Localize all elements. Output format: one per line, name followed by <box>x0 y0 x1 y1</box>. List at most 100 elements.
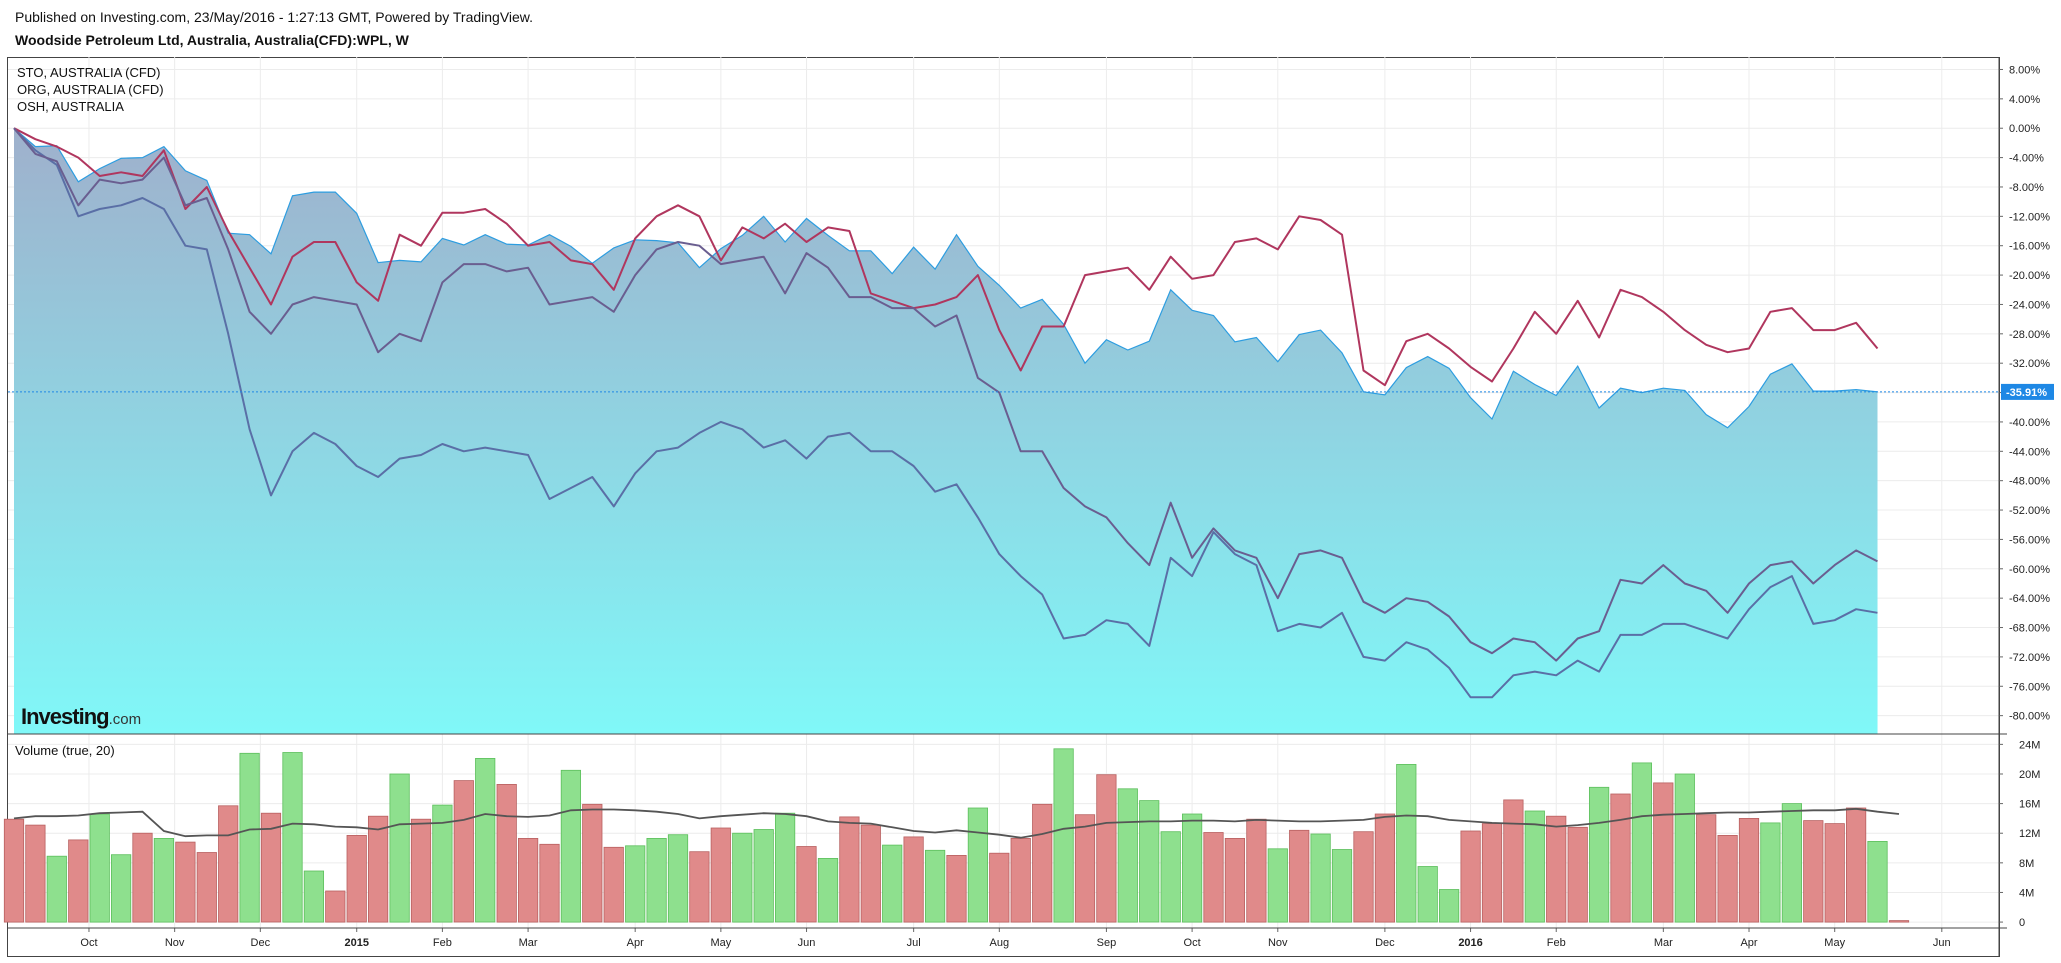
volume-bar <box>1738 818 1760 923</box>
x-tick-label: Aug <box>990 937 1010 949</box>
volume-bar <box>46 855 67 923</box>
volume-bar <box>1781 803 1802 923</box>
volume-bar <box>1396 764 1417 923</box>
volume-bar <box>218 805 239 923</box>
volume-bar <box>667 834 689 923</box>
volume-bar <box>646 838 667 923</box>
volume-bar <box>1546 815 1567 923</box>
volume-bar <box>1503 799 1524 923</box>
volume-bar <box>1417 866 1438 923</box>
volume-bar <box>196 852 217 923</box>
y-tick-label: -24.00% <box>2009 299 2050 311</box>
y-tick-label: -32.00% <box>2009 358 2050 370</box>
volume-bar <box>1032 803 1053 923</box>
y-tick-label: 8.00% <box>2009 64 2040 76</box>
x-tick-label: May <box>1824 937 1845 949</box>
x-tick-label: Sep <box>1097 937 1117 949</box>
volume-tick-label: 20M <box>2019 769 2040 781</box>
volume-bar <box>1846 807 1867 923</box>
y-tick-label: -4.00% <box>2009 153 2044 165</box>
x-tick-label: Jun <box>798 937 816 949</box>
volume-bar <box>946 855 967 923</box>
volume-tick-label: 8M <box>2019 858 2034 870</box>
volume-ma-line <box>13 807 1900 839</box>
series-line-org <box>13 127 1879 387</box>
y-tick-label: -44.00% <box>2009 446 2050 458</box>
legend-item-osh[interactable]: OSH, AUSTRALIA <box>17 99 124 114</box>
volume-bar <box>839 816 860 923</box>
x-tick-label: Mar <box>519 937 538 949</box>
last-value-badge <box>2001 383 2054 400</box>
volume-bar <box>1803 820 1824 923</box>
x-tick-label: Jun <box>1933 937 1951 949</box>
volume-bar <box>775 812 796 923</box>
volume-bar <box>432 804 453 923</box>
legend-item-org[interactable]: ORG, AUSTRALIA (CFD) <box>17 82 164 97</box>
volume-bar <box>1310 833 1331 923</box>
volume-bar <box>303 870 325 923</box>
volume-bar <box>860 824 881 923</box>
legend-item-sto[interactable]: STO, AUSTRALIA (CFD) <box>17 65 161 80</box>
volume-bar <box>1224 838 1245 923</box>
axis-layer: Oct Nov Dec 2015 Feb Mar Apr May Jun Jul Aug Sep Oct… <box>8 57 2054 957</box>
volume-bar <box>1589 786 1610 923</box>
volume-bar <box>1481 823 1503 923</box>
volume-bar <box>732 832 753 923</box>
volume-bar <box>153 838 174 923</box>
y-tick-label: -48.00% <box>2009 476 2050 488</box>
volume-bar <box>518 838 539 923</box>
volume-bar <box>1567 826 1588 923</box>
volume-bar <box>560 769 582 923</box>
x-tick-label: 2015 <box>344 937 368 949</box>
volume-indicator-label[interactable]: Volume (true, 20) <box>15 743 115 758</box>
y-tick-label: -72.00% <box>2009 652 2050 664</box>
volume-bar <box>1074 814 1096 923</box>
y-tick-label: -60.00% <box>2009 564 2050 576</box>
x-tick-label: Apr <box>1740 937 1757 949</box>
published-caption: Published on Investing.com, 23/May/2016 … <box>15 9 534 25</box>
volume-bar <box>132 832 153 923</box>
legend: STO, AUSTRALIA (CFD) ORG, AUSTRALIA (CFD… <box>17 64 164 115</box>
volume-bar <box>967 807 989 923</box>
x-tick-label: Mar <box>1654 937 1673 949</box>
volume-bar <box>1653 782 1674 923</box>
volume-bar <box>1010 838 1031 923</box>
volume-bar <box>1203 832 1224 923</box>
symbol-title: Woodside Petroleum Ltd, Australia, Austr… <box>15 32 409 48</box>
volume-bar <box>325 890 346 923</box>
x-tick-label: Dec <box>1375 937 1395 949</box>
volume-bar <box>625 845 646 923</box>
series-line-sto <box>13 127 1878 699</box>
volume-tick-label: 24M <box>2019 739 2040 751</box>
y-tick-label: -56.00% <box>2009 534 2050 546</box>
volume-bar <box>1267 848 1288 923</box>
volume-bar <box>389 773 410 923</box>
volume-tick-label: 0 <box>2019 917 2025 929</box>
volume-bar <box>1717 835 1738 923</box>
volume-bar <box>239 752 260 923</box>
y-tick-label: -20.00% <box>2009 270 2050 282</box>
x-tick-label: Feb <box>433 937 452 949</box>
x-tick-label: Apr <box>627 937 644 949</box>
volume-bar <box>1353 831 1374 923</box>
volume-bar <box>539 843 560 923</box>
x-tick-label: Nov <box>1268 937 1288 949</box>
x-tick-label: May <box>710 937 731 949</box>
volume-bar <box>367 815 389 923</box>
volume-bar <box>89 813 110 923</box>
x-tick-label: Nov <box>165 937 185 949</box>
volume-bar <box>496 784 517 923</box>
volume-bar <box>903 836 924 923</box>
volume-bar <box>1460 830 1481 923</box>
volume-bar <box>1374 813 1395 923</box>
volume-bar <box>1439 889 1460 923</box>
y-tick-label: -80.00% <box>2009 711 2050 723</box>
volume-tick-label: 4M <box>2019 887 2034 899</box>
volume-bar <box>410 818 432 923</box>
volume-bar <box>796 846 817 923</box>
volume-bar <box>989 852 1010 923</box>
volume-bar <box>710 827 731 923</box>
volume-bar <box>1610 793 1631 923</box>
y-tick-label: 4.00% <box>2009 94 2040 106</box>
